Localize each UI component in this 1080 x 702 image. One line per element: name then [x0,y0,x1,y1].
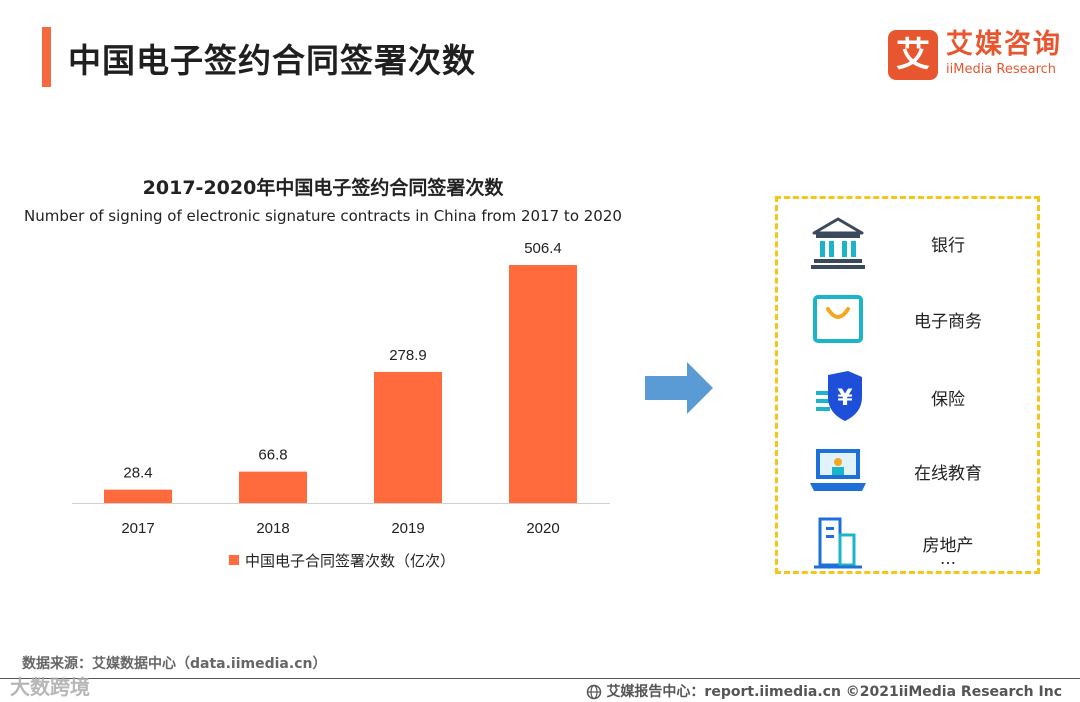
svg-text:¥: ¥ [837,386,853,411]
industry-item-ecommerce: 电子商务 [778,291,1037,347]
shopping-bag-icon [813,295,863,343]
data-source: 数据来源：艾媒数据中心（data.iimedia.cn） [22,656,327,672]
legend-label: 中国电子合同签署次数（亿次） [245,552,455,570]
legend-swatch [229,555,239,565]
industry-panel: 银行 电子商务 ¥ 保险 在线教育 [775,196,1040,574]
insurance-shield-icon: ¥ [816,371,862,421]
x-tick-label: 2018 [256,520,289,537]
industry-item-online-education: 在线教育 [778,443,1037,499]
footer-report-text: 艾媒报告中心：report.iimedia.cn ©2021iiMedia Re… [606,684,1062,700]
logo-mark: 艾 [888,30,938,80]
more-ellipsis: … [940,549,956,568]
bar [104,489,172,503]
page-title: 中国电子签约合同签署次数 [68,41,476,80]
industry-label: 银行 [931,236,965,256]
right-arrow-icon [645,362,713,414]
footer-report: 艾媒报告中心：report.iimedia.cn ©2021iiMedia Re… [586,681,1062,701]
data-label: 28.4 [123,465,152,482]
logo-name-cn: 艾媒咨询 [946,29,1062,60]
bar [509,265,577,503]
building-icon [814,517,862,569]
bar [239,471,307,503]
industry-item-real-estate: 房地产 [778,515,1037,571]
chart-title: 2017-2020年中国电子签约合同签署次数 [142,177,504,199]
x-tick-label: 2019 [391,520,424,537]
data-label: 278.9 [389,347,427,364]
industry-item-insurance: ¥ 保险 [778,369,1037,425]
bar [374,371,442,503]
bank-icon [811,217,865,269]
laptop-teacher-icon [810,449,866,491]
x-tick-label: 2020 [526,520,559,537]
industry-label: 电子商务 [914,312,982,332]
logo: 艾 艾媒咨询 iiMedia Research [888,30,1068,82]
industry-label: 房地产 [922,536,974,556]
data-label: 506.4 [524,240,562,257]
logo-name-en: iiMedia Research [946,62,1057,77]
globe-icon [587,684,602,700]
industry-label: 在线教育 [914,464,982,484]
chart-subtitle: Number of signing of electronic signatur… [24,207,622,225]
industry-label: 保险 [931,390,965,410]
industry-item-bank: 银行 [778,215,1037,271]
title-accent-bar [42,27,51,87]
watermark: 大数跨境 [10,675,90,699]
x-tick-label: 2017 [121,520,154,537]
data-label: 66.8 [258,447,287,464]
bar-chart: 28.4 2017 66.8 2018 278.9 2019 506.4 2020 中国电子合同… [72,240,610,570]
footer-divider [0,678,1080,679]
